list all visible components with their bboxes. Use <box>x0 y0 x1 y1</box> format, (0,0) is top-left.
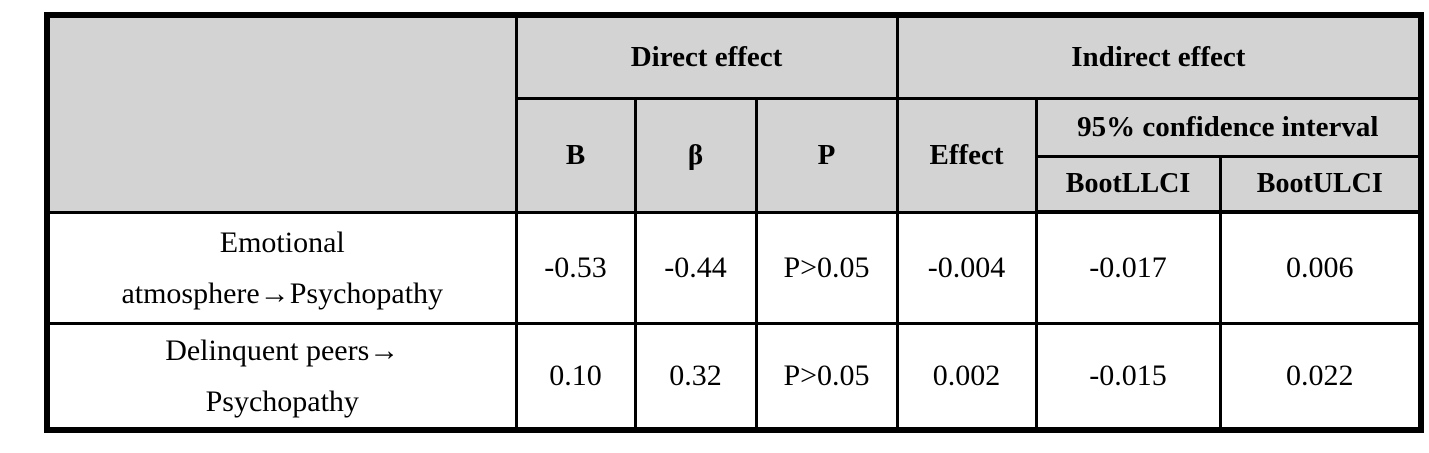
header-cell-bootllci: BootLLCI <box>1034 154 1222 214</box>
header-cell-beta: β <box>633 96 758 214</box>
cell-p: P>0.05 <box>754 210 899 325</box>
header-cell-indirect-effect: Indirect effect <box>895 13 1423 100</box>
effects-table: Direct effect Indirect effect B β P Effe… <box>44 12 1425 433</box>
header-row-boot: BootLLCI BootULCI <box>47 154 1423 214</box>
header-cell-p: P <box>754 96 899 214</box>
table-body: Emotional atmosphere→Psychopathy -0.53 -… <box>45 210 1423 431</box>
header-row-groups: Direct effect Indirect effect <box>45 13 1423 214</box>
header-cell-b: B <box>514 96 637 214</box>
row-label-delinquent-peers: Delinquent peers→ Psychopathy <box>45 321 518 431</box>
cell-effect: 0.002 <box>895 321 1038 431</box>
table-row: Delinquent peers→ Psychopathy 0.10 0.32 … <box>45 321 1423 431</box>
cell-p: P>0.05 <box>754 321 899 431</box>
header-cell-confidence-interval: 95% confidence interval <box>1034 96 1423 158</box>
row-label-emotional-atmosphere: Emotional atmosphere→Psychopathy <box>45 210 518 325</box>
cell-bootulci: 0.022 <box>1218 321 1423 431</box>
cell-b: -0.53 <box>514 210 637 325</box>
cell-bootllci: -0.015 <box>1034 321 1222 431</box>
header-cell-direct-effect: Direct effect <box>514 13 899 100</box>
header-cell-empty <box>45 13 518 214</box>
cell-beta: -0.44 <box>633 210 758 325</box>
row-label-line2: Psychopathy <box>205 384 359 418</box>
row-label-line1: Delinquent peers→ <box>165 333 400 367</box>
header-cell-bootulci: BootULCI <box>1218 154 1423 214</box>
cell-bootulci: 0.006 <box>1218 210 1423 325</box>
row-label-line1: Emotional <box>219 225 345 259</box>
header-cell-effect: Effect <box>895 96 1038 214</box>
cell-beta: 0.32 <box>633 321 758 431</box>
table-header: Direct effect Indirect effect B β P Effe… <box>45 13 1423 214</box>
cell-effect: -0.004 <box>895 210 1038 325</box>
table-row: Emotional atmosphere→Psychopathy -0.53 -… <box>45 210 1423 325</box>
header-row-sub: B β P Effect 95% confidence interval <box>47 96 1423 214</box>
cell-b: 0.10 <box>514 321 637 431</box>
cell-bootllci: -0.017 <box>1034 210 1222 325</box>
row-label-line2: atmosphere→Psychopathy <box>121 276 444 310</box>
